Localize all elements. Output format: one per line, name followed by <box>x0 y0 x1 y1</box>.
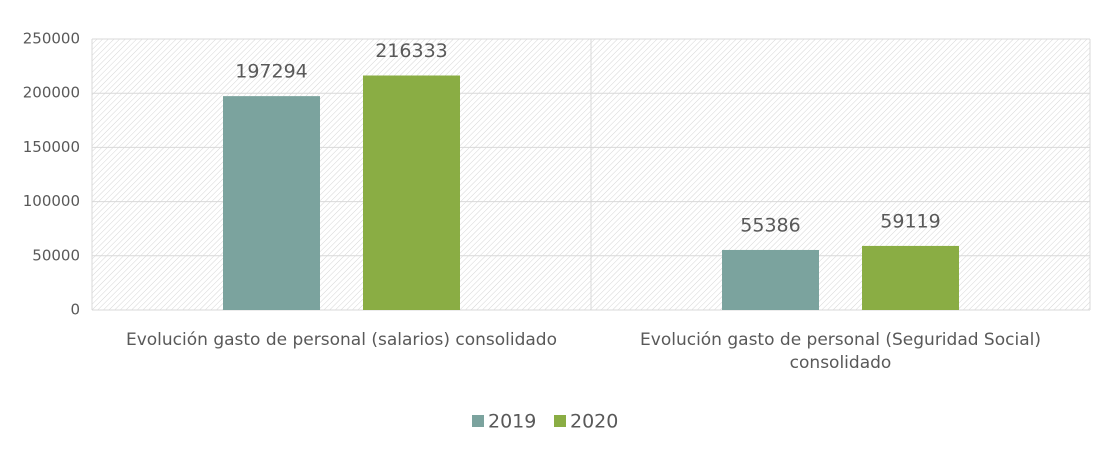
bar <box>862 245 959 310</box>
y-tick-label: 0 <box>70 301 80 319</box>
y-tick-label: 250000 <box>23 30 80 48</box>
legend-label: 2020 <box>570 411 618 433</box>
legend-label: 2019 <box>488 411 536 433</box>
value-label: 197294 <box>235 61 308 83</box>
bar <box>363 75 460 310</box>
y-tick-label: 100000 <box>23 192 80 210</box>
y-tick-label: 50000 <box>32 246 80 264</box>
legend-swatch <box>472 415 484 427</box>
value-label: 55386 <box>740 214 800 236</box>
value-label: 216333 <box>375 40 448 62</box>
x-tick-label: Evolución gasto de personal (salarios) c… <box>125 330 558 350</box>
y-tick-label: 150000 <box>23 138 80 156</box>
legend-swatch <box>554 415 566 427</box>
bar <box>223 96 320 310</box>
x-tick-label: Evolución gasto de personal (Seguridad S… <box>640 330 1041 373</box>
y-tick-label: 200000 <box>23 84 80 102</box>
bar <box>722 249 819 310</box>
value-label: 59119 <box>880 210 940 232</box>
